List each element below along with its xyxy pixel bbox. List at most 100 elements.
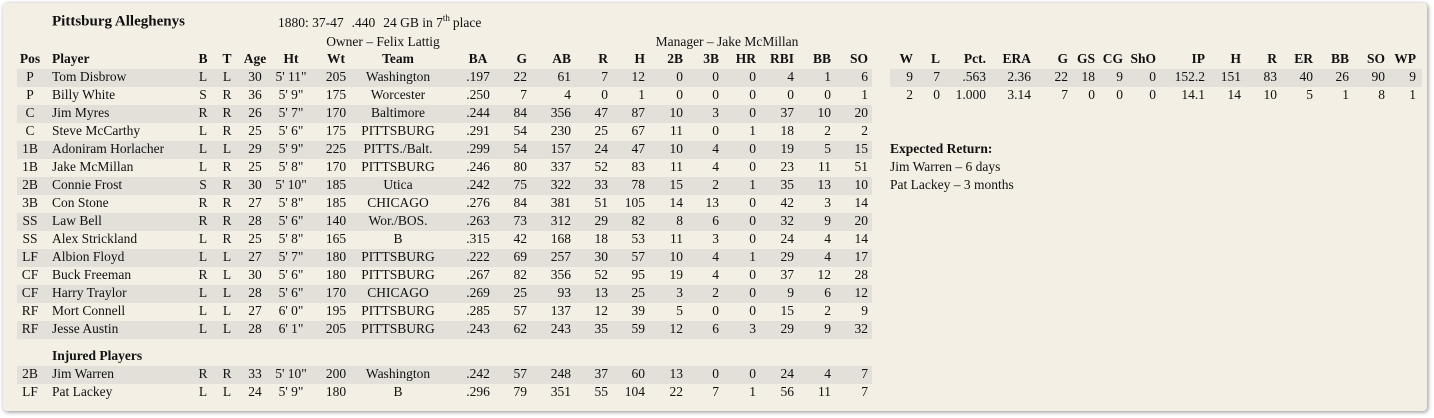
cell: S <box>199 87 207 102</box>
cell: 0 <box>601 87 608 102</box>
season-place: place <box>453 15 481 30</box>
season-pct: .440 <box>352 15 376 30</box>
cell: 57 <box>514 303 528 318</box>
cell: .276 <box>466 195 490 210</box>
cell: 0 <box>749 87 756 102</box>
team-title: Pittsburg Alleghenys <box>52 13 185 29</box>
cell: 243 <box>551 321 572 336</box>
cell: 79 <box>514 384 528 399</box>
season-record: 1880: 37-47 <box>278 15 344 30</box>
cell: .197 <box>466 69 490 84</box>
cell: 23 <box>781 159 795 174</box>
cell: 17 <box>855 249 869 264</box>
cell: 152.2 <box>1175 69 1205 84</box>
cell: L <box>199 69 207 84</box>
cell: 18 <box>781 123 795 138</box>
cell: R <box>198 366 207 381</box>
cell: Worcester <box>371 87 426 102</box>
cell: Washington <box>366 366 430 381</box>
cell: 10 <box>670 249 684 264</box>
cell: 1 <box>824 69 831 84</box>
cell: 257 <box>551 249 572 264</box>
cell: Pat Lackey <box>52 384 113 399</box>
cell: 24 <box>781 366 795 381</box>
cell: 4 <box>824 249 831 264</box>
cell: 175 <box>326 123 347 138</box>
cell: 0 <box>749 267 756 282</box>
cell: 57 <box>632 249 646 264</box>
cell: 6 <box>824 285 831 300</box>
cell: 28 <box>248 285 262 300</box>
cell: 4 <box>824 366 831 381</box>
cell: 37 <box>781 267 795 282</box>
cell: 4 <box>712 159 719 174</box>
cell: 1 <box>749 177 756 192</box>
cell: 28 <box>248 213 262 228</box>
batting-header: SO <box>850 51 868 66</box>
cell: 9 <box>861 303 868 318</box>
cell: L <box>199 321 207 336</box>
cell: 73 <box>514 213 528 228</box>
cell: 18 <box>1082 69 1096 84</box>
pitching-header: ERA <box>1002 51 1031 66</box>
cell: 19 <box>781 141 795 156</box>
cell: 2 <box>824 123 831 138</box>
cell: 170 <box>326 159 347 174</box>
cell: 14 <box>1228 87 1242 102</box>
injured-title: Injured Players <box>52 348 142 363</box>
cell: 27 <box>248 303 262 318</box>
cell: B <box>393 231 402 246</box>
cell: 104 <box>625 384 646 399</box>
cell: 25 <box>514 285 528 300</box>
pitching-header: Pct. <box>964 51 986 66</box>
batting-header: 3B <box>703 51 719 66</box>
cell: 2 <box>861 123 868 138</box>
pitching-header: WP <box>1394 51 1416 66</box>
cell: 3 <box>712 105 719 120</box>
cell: 25 <box>248 123 262 138</box>
cell: PITTSBURG <box>361 249 435 264</box>
cell: 356 <box>551 267 572 282</box>
cell: 3 <box>676 285 683 300</box>
cell: 337 <box>551 159 572 174</box>
cell: 205 <box>326 69 347 84</box>
cell: 140 <box>326 213 347 228</box>
cell: P <box>26 69 34 84</box>
cell: 32 <box>855 321 869 336</box>
cell: 5' 10" <box>275 366 307 381</box>
cell: 7 <box>712 384 719 399</box>
cell: L <box>223 69 231 84</box>
cell: 1 <box>749 384 756 399</box>
pitching-header: W <box>900 51 914 66</box>
cell: 33 <box>595 177 609 192</box>
cell: SS <box>22 213 37 228</box>
cell: 168 <box>551 231 572 246</box>
cell: 0 <box>787 87 794 102</box>
row-band <box>17 105 872 123</box>
cell: PITTSBURG <box>361 321 435 336</box>
cell: 11 <box>670 123 683 138</box>
row-band <box>17 249 872 267</box>
season-gb: 24 GB in 7 <box>383 15 443 30</box>
row-band <box>890 69 1422 87</box>
cell: R <box>222 366 231 381</box>
cell: Jesse Austin <box>52 321 119 336</box>
cell: 51 <box>595 195 609 210</box>
cell: 5' 6" <box>279 123 304 138</box>
cell: .315 <box>466 231 490 246</box>
cell: 12 <box>818 267 832 282</box>
cell: 18 <box>595 231 609 246</box>
cell: 42 <box>781 195 795 210</box>
cell: .222 <box>466 249 490 264</box>
cell: R <box>198 267 207 282</box>
cell: 25 <box>248 231 262 246</box>
cell: 11 <box>670 231 683 246</box>
cell: 0 <box>712 69 719 84</box>
cell: 90 <box>1372 69 1386 84</box>
cell: C <box>25 123 34 138</box>
season-line: 1880: 37-47 .440 24 GB in 7th place <box>278 13 481 30</box>
cell: 5' 8" <box>279 159 304 174</box>
batting-header: Team <box>382 51 415 66</box>
cell: 33 <box>248 366 262 381</box>
